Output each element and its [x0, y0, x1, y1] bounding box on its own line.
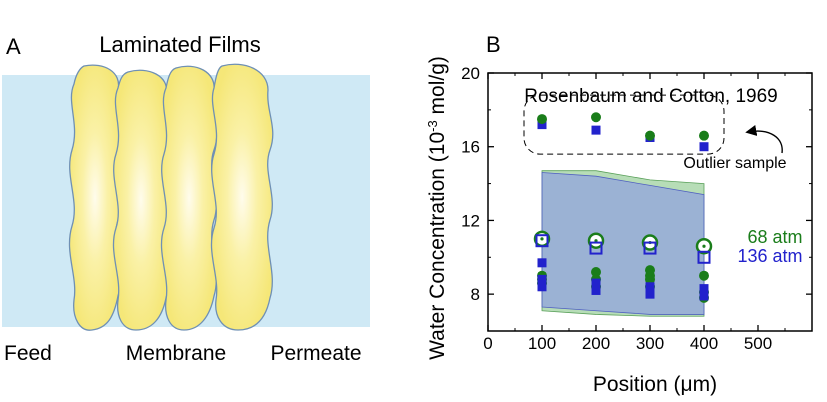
- feed-label: Feed: [4, 342, 52, 365]
- point-square: [537, 258, 547, 268]
- panel-b: B Water Concentration (10-3 mol/g) Posit…: [425, 32, 813, 396]
- panel-b-label: B: [486, 32, 501, 57]
- point-square: [537, 274, 547, 284]
- point-circle: [699, 270, 709, 281]
- point-open-circle-dot: [594, 239, 598, 243]
- reference-annotation: Rosenbaum and Cotton, 1969: [524, 86, 778, 107]
- point-circle: [591, 112, 601, 123]
- membrane-label: Membrane: [126, 342, 226, 365]
- x-tick-label: 300: [636, 334, 664, 353]
- y-tick-label: 8: [471, 285, 480, 304]
- point-open-circle-dot: [540, 237, 544, 241]
- point-square: [591, 285, 601, 295]
- point-open-circle-dot: [702, 244, 706, 248]
- panel-a-title: Laminated Films: [99, 32, 260, 57]
- point-circle: [591, 267, 601, 278]
- legend-68-atm: 68 atm: [747, 227, 802, 247]
- permeate-label: Permeate: [270, 342, 361, 365]
- x-tick-label: 100: [528, 334, 556, 353]
- band-1: [541, 172, 705, 315]
- outlier-enclosure: [523, 94, 725, 155]
- film-layer-1: [68, 64, 122, 331]
- y-tick-label: 16: [461, 138, 480, 157]
- film-layer-4: [210, 63, 274, 331]
- laminated-films: [68, 63, 274, 331]
- point-square: [591, 125, 601, 135]
- point-open-square: [643, 241, 657, 255]
- panel-a: A Laminated Films Feed Membrane Permeate: [2, 32, 370, 365]
- range-bands: [541, 170, 705, 317]
- panel-a-label: A: [6, 34, 21, 59]
- point-circle: [645, 130, 655, 141]
- axis-ticks: 0 100 200 300 400 500 8 12 16 20: [461, 64, 812, 353]
- y-tick-label: 12: [461, 211, 480, 230]
- point-circle: [537, 114, 547, 125]
- y-axis-title: Water Concentration (10-3 mol/g): [425, 56, 450, 360]
- x-tick-label: 500: [744, 334, 772, 353]
- outlier-arrow: [745, 124, 783, 154]
- outlier-annotation: Outlier sample: [683, 155, 786, 172]
- x-axis-title: Position (μm): [593, 373, 717, 396]
- point-square: [699, 291, 709, 301]
- point-square: [645, 289, 655, 299]
- x-tick-label: 0: [483, 334, 492, 353]
- point-square: [537, 282, 547, 292]
- point-circle: [699, 130, 709, 141]
- point-circle: [645, 265, 655, 276]
- plot-frame: [487, 72, 813, 332]
- point-square: [537, 120, 547, 130]
- point-square: [699, 284, 709, 294]
- data-markers: [533, 112, 713, 303]
- point-square: [699, 142, 709, 152]
- film-layer-2: [112, 69, 170, 331]
- y-tick-label: 20: [461, 64, 480, 83]
- point-square: [645, 282, 655, 292]
- x-tick-label: 400: [690, 334, 718, 353]
- film-layer-3: [160, 65, 218, 331]
- legend-136-atm: 136 atm: [737, 246, 802, 266]
- point-open-square: [697, 250, 711, 264]
- point-open-square: [589, 241, 603, 255]
- point-open-square: [535, 234, 549, 248]
- point-square: [591, 278, 601, 288]
- x-tick-label: 200: [582, 334, 610, 353]
